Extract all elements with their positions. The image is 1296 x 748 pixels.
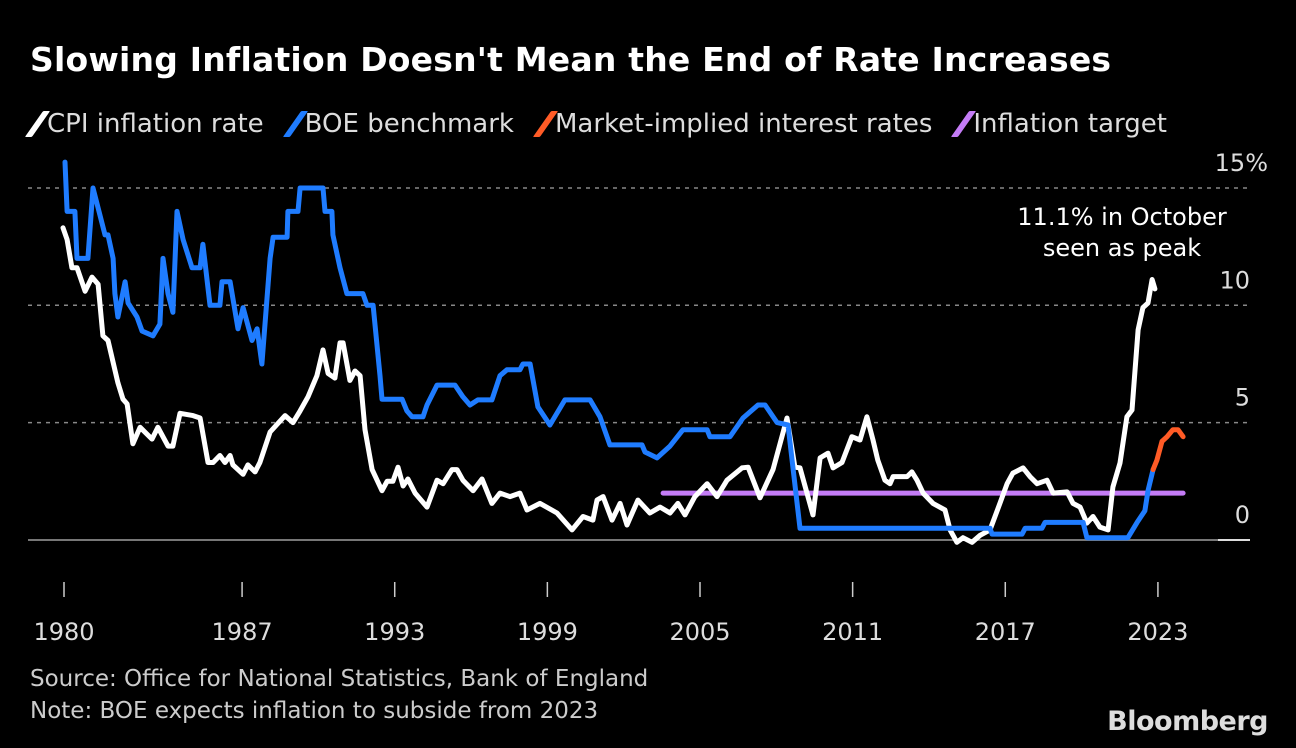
source-note: Source: Office for National Statistics, … bbox=[30, 666, 649, 692]
series-line-market-implied-interest-rates bbox=[1150, 427, 1186, 473]
legend-item-cpi: CPI inflation rate bbox=[24, 109, 264, 139]
x-tick-label: 2011 bbox=[822, 618, 883, 646]
y-tick-label: 5 bbox=[1235, 384, 1250, 412]
legend-item-market: Market-implied interest rates bbox=[532, 109, 933, 139]
y-axis: 0 5 10 15% bbox=[1215, 149, 1268, 529]
series-line-cpi-inflation-rate bbox=[60, 225, 1158, 545]
annotation-line-1: 11.1% in October bbox=[1017, 203, 1227, 231]
y-tick-label: 10 bbox=[1219, 266, 1250, 294]
x-tick-label: 1993 bbox=[364, 618, 425, 646]
legend-label: Market-implied interest rates bbox=[554, 109, 933, 139]
legend-label: Inflation target bbox=[973, 109, 1167, 139]
x-tick-label: 1980 bbox=[33, 618, 94, 646]
series-line-boe-benchmark bbox=[62, 159, 1156, 541]
series-lines bbox=[60, 159, 1186, 545]
x-tick-label: 1987 bbox=[212, 618, 273, 646]
footnote: Note: BOE expects inflation to subside f… bbox=[30, 698, 599, 724]
x-axis: 1980 1987 1993 1999 2005 2011 2017 2023 bbox=[33, 582, 1188, 646]
legend-item-target: Inflation target bbox=[951, 109, 1167, 139]
legend-item-boe: BOE benchmark bbox=[282, 109, 514, 139]
legend-label: BOE benchmark bbox=[304, 109, 514, 139]
y-tick-label: 0 bbox=[1235, 501, 1250, 529]
bloomberg-logo: Bloomberg bbox=[1107, 706, 1268, 737]
x-tick-label: 2023 bbox=[1127, 618, 1188, 646]
gridlines bbox=[28, 187, 1250, 541]
x-tick-label: 2005 bbox=[669, 618, 730, 646]
chart-title: Slowing Inflation Doesn't Mean the End o… bbox=[30, 40, 1112, 79]
legend-label: CPI inflation rate bbox=[47, 109, 264, 139]
x-tick-label: 1999 bbox=[517, 618, 578, 646]
legend: CPI inflation rate BOE benchmark Market-… bbox=[24, 109, 1167, 139]
annotation-line-2: seen as peak bbox=[1043, 234, 1201, 262]
y-tick-label: 15% bbox=[1215, 149, 1268, 177]
x-tick-label: 2017 bbox=[975, 618, 1036, 646]
